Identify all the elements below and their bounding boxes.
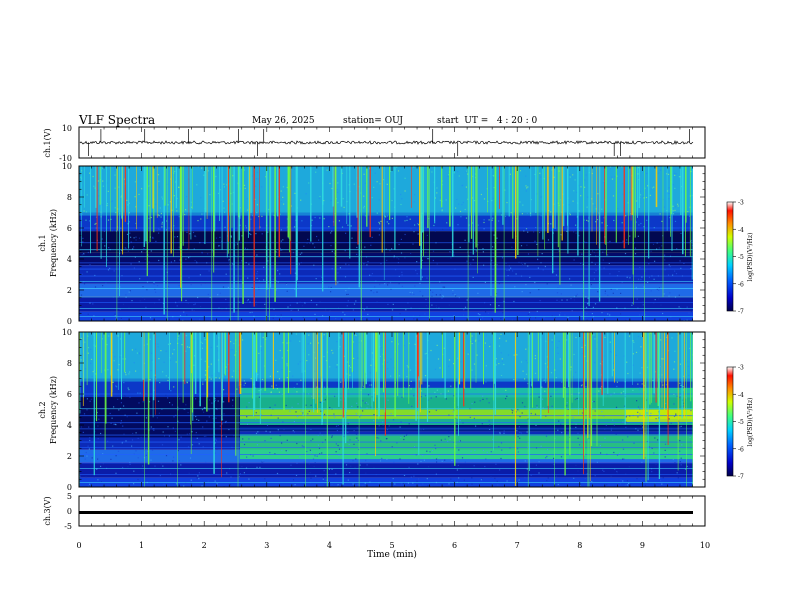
ch1-spectrogram-panel: 0 2 4 6 8 10 ch.1 Frequency (kHz) <box>38 162 706 326</box>
ch1-ytick-top: 10 <box>62 124 72 133</box>
freq-tick-label: 10 <box>62 162 72 171</box>
time-axis-ticks <box>78 127 706 526</box>
time-tick-label: 8 <box>577 541 582 550</box>
ch1-waveform-trace <box>79 129 694 156</box>
date-label: May 26, 2025 <box>252 116 315 126</box>
ch1-spectrogram-ylabel-1: ch.1 <box>38 234 47 251</box>
time-tick-label: 0 <box>76 541 81 550</box>
ch1-spectrogram-ylabel-2: Frequency (kHz) <box>49 209 58 277</box>
ch2-freq-axis: 0 2 4 6 8 10 <box>62 328 705 492</box>
ch1-freq-axis: 0 2 4 6 8 10 <box>62 162 705 326</box>
ch3-ytick-middle: 0 <box>67 507 72 516</box>
colorbar-tick-label: -3 <box>738 365 744 372</box>
colorbar-tick-label: -5 <box>738 419 744 426</box>
start-time-label: start UT = 4 : 20 : 0 <box>437 116 538 126</box>
freq-tick-label: 2 <box>67 286 72 295</box>
ch2-spectrogram-ylabel-1: ch.2 <box>38 401 47 418</box>
ch3-waveform-panel: 5 0 -5 ch.3(V) <box>43 492 706 531</box>
ch1-waveform-panel: 10 -10 ch.1(V) <box>43 124 706 163</box>
time-tick-label: 2 <box>202 541 207 550</box>
ch1-waveform-ylabel: ch.1(V) <box>43 128 52 157</box>
time-axis-label: Time (min) <box>367 549 417 560</box>
ch3-ytick-bottom: -5 <box>64 522 72 531</box>
ch2-colorbar-scale <box>726 366 734 477</box>
time-axis-labels: 0 1 2 3 4 5 6 7 8 9 10 <box>76 541 710 550</box>
colorbar-tick-label: -6 <box>738 446 744 453</box>
freq-tick-label: 4 <box>67 255 72 264</box>
ch3-ytick-top: 5 <box>67 492 72 501</box>
colorbar-tick-label: -7 <box>738 309 744 316</box>
ch2-spectrogram-image <box>79 332 693 487</box>
freq-tick-label: 0 <box>67 483 72 492</box>
freq-tick-label: 6 <box>67 224 72 233</box>
time-tick-label: 5 <box>389 541 394 550</box>
time-tick-label: 10 <box>700 541 710 550</box>
time-tick-label: 1 <box>139 541 144 550</box>
ch1-spectrogram-image <box>79 166 693 321</box>
ch1-colorbar-label: log(PSD)(V²/Hz) <box>747 233 754 282</box>
figure-title: VLF Spectra <box>78 113 155 127</box>
ch2-colorbar-label: log(PSD)(V²/Hz) <box>747 398 754 447</box>
colorbar-tick-label: -7 <box>738 474 744 481</box>
colorbar-tick-label: -6 <box>738 281 744 288</box>
freq-tick-label: 8 <box>67 193 72 202</box>
time-tick-label: 7 <box>515 541 520 550</box>
time-tick-label: 3 <box>264 541 269 550</box>
freq-tick-label: 2 <box>67 452 72 461</box>
station-label: station= OUJ <box>343 116 403 126</box>
ch2-colorbar: -3 -4 -5 -6 -7 log(PSD)(V²/Hz) <box>726 365 754 481</box>
colorbar-tick-label: -4 <box>738 227 744 234</box>
ch3-waveform-ylabel: ch.3(V) <box>43 496 52 525</box>
freq-tick-label: 6 <box>67 390 72 399</box>
colorbar-tick-label: -4 <box>738 392 744 399</box>
ch2-spectrogram-panel: 0 2 4 6 8 10 ch.2 Frequency (kHz) <box>38 328 706 492</box>
colorbar-tick-label: -3 <box>738 200 744 207</box>
freq-tick-label: 0 <box>67 317 72 326</box>
time-tick-label: 4 <box>327 541 332 550</box>
time-tick-label: 9 <box>640 541 645 550</box>
freq-tick-label: 4 <box>67 421 72 430</box>
ch1-colorbar-scale <box>726 201 734 312</box>
colorbar-tick-label: -5 <box>738 254 744 261</box>
ch1-colorbar: -3 -4 -5 -6 -7 log(PSD)(V²/Hz) <box>726 200 754 316</box>
ch1-ytick-bottom: -10 <box>59 154 72 163</box>
time-tick-label: 6 <box>452 541 457 550</box>
ch2-spectrogram-ylabel-2: Frequency (kHz) <box>49 376 58 444</box>
freq-tick-label: 8 <box>67 359 72 368</box>
freq-tick-label: 10 <box>62 328 72 337</box>
